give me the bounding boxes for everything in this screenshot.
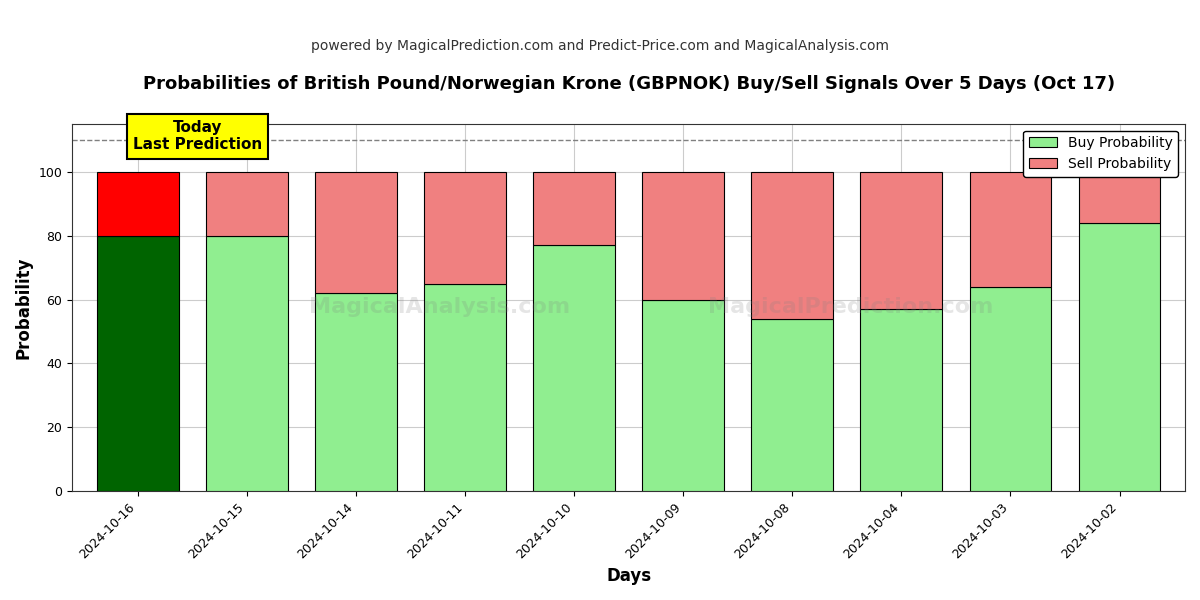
Bar (642, 172, 724, 299)
Bar (206, 236, 288, 491)
Bar (97, 236, 179, 491)
Bar (314, 172, 397, 293)
Bar (751, 319, 833, 491)
Y-axis label: Probability: Probability (16, 256, 34, 359)
Bar (533, 245, 614, 491)
Bar (314, 293, 397, 491)
Text: Today
Last Prediction: Today Last Prediction (133, 120, 263, 152)
Text: powered by MagicalPrediction.com and Predict-Price.com and MagicalAnalysis.com: powered by MagicalPrediction.com and Pre… (311, 39, 889, 53)
Bar (860, 309, 942, 491)
Title: Probabilities of British Pound/Norwegian Krone (GBPNOK) Buy/Sell Signals Over 5 : Probabilities of British Pound/Norwegian… (143, 75, 1115, 93)
Bar (642, 299, 724, 491)
Bar (751, 172, 833, 319)
Bar (533, 172, 614, 245)
Legend: Buy Probability, Sell Probability: Buy Probability, Sell Probability (1024, 131, 1178, 177)
Bar (860, 172, 942, 309)
X-axis label: Days: Days (606, 567, 652, 585)
Bar (1079, 223, 1160, 491)
Bar (970, 172, 1051, 287)
Bar (424, 284, 506, 491)
Text: MagicalPrediction.com: MagicalPrediction.com (708, 298, 994, 317)
Bar (424, 172, 506, 284)
Bar (1079, 172, 1160, 223)
Bar (206, 172, 288, 236)
Bar (970, 287, 1051, 491)
Text: MagicalAnalysis.com: MagicalAnalysis.com (308, 298, 570, 317)
Bar (97, 172, 179, 236)
